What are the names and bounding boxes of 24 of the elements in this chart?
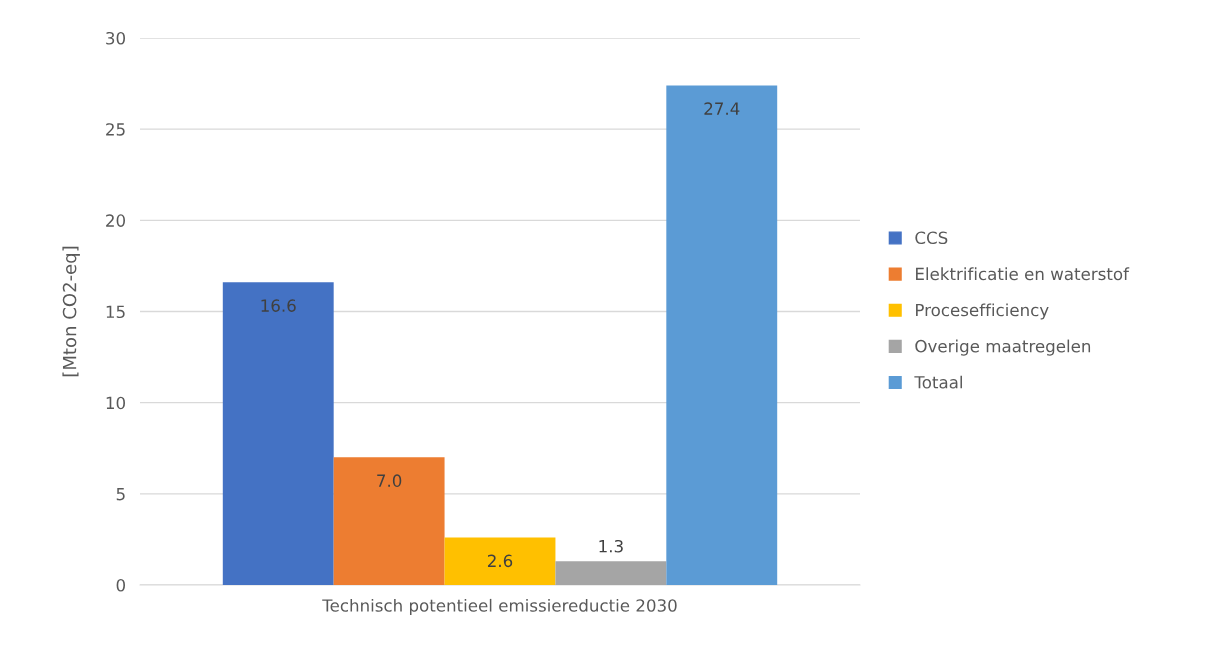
x-tick-label: Technisch potentieel emissiereductie 2030	[322, 598, 677, 616]
legend-label: Totaal	[914, 375, 962, 389]
y-tick-label: 15	[106, 305, 125, 319]
y-axis-title: [Mton CO2-eq]	[62, 246, 80, 377]
bar	[222, 282, 334, 585]
data-label: 16.6	[261, 299, 296, 312]
data-label: 7.0	[377, 474, 402, 487]
bar	[333, 457, 445, 585]
legend-label: CCS	[915, 231, 948, 245]
y-tick-label: 5	[116, 488, 125, 501]
y-tick-label: 20	[106, 214, 125, 227]
data-label: 27.4	[704, 102, 740, 115]
legend-label: Procesefficiency	[916, 303, 1049, 320]
legend-label: Elektrificatie en waterstof	[916, 267, 1130, 281]
bar	[444, 537, 556, 585]
y-tick-label: 25	[106, 123, 125, 136]
legend-label: Overige maatregelen	[915, 339, 1091, 356]
data-label: 1.3	[599, 539, 623, 553]
bar	[666, 85, 778, 585]
data-label: 2.6	[487, 554, 513, 568]
y-tick-label: 30	[106, 31, 125, 45]
y-tick-label: 10	[106, 396, 125, 410]
y-tick-label: 0	[116, 578, 125, 592]
bar	[555, 561, 667, 585]
